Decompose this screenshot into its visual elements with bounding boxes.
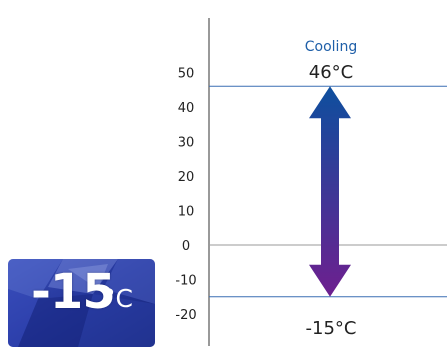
y-tick-label: 30	[178, 136, 195, 151]
y-tick-label: -20	[175, 308, 196, 323]
y-tick-label: 0	[182, 239, 190, 254]
max-temperature-label: 46°C	[309, 62, 353, 83]
badge-temperature-value: -15	[31, 264, 116, 320]
y-tick-label: 50	[178, 67, 195, 82]
y-tick-label: 20	[178, 170, 195, 185]
min-temperature-label: -15°C	[306, 318, 357, 339]
y-tick-label: 10	[178, 205, 195, 220]
mode-label: Cooling	[305, 39, 357, 55]
y-tick-label: -10	[175, 274, 196, 289]
badge-background	[8, 259, 155, 347]
y-tick-label: 40	[178, 101, 195, 116]
temperature-badge: -15 °C	[8, 259, 155, 347]
y-axis-ticks: 50 40 30 20 10 0 -10 -20	[175, 67, 196, 324]
badge-temperature-unit: °C	[103, 284, 133, 313]
temperature-range-arrow	[309, 86, 351, 297]
